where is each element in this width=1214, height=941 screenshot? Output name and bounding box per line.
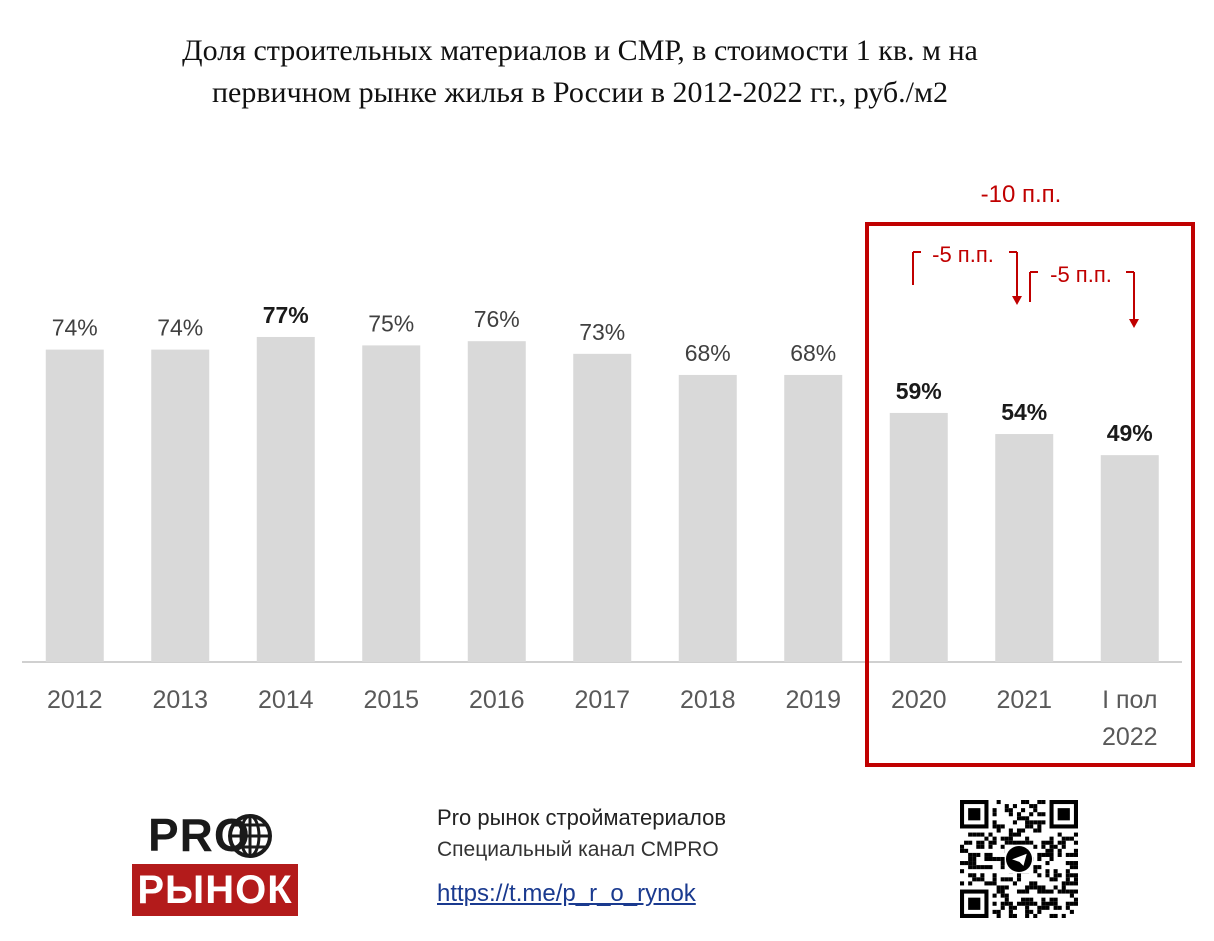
data-label: 74% [157, 315, 203, 341]
bar [678, 374, 737, 662]
bar [151, 349, 210, 662]
x-tick-label: 2015 [363, 686, 419, 714]
data-label: 59% [896, 378, 942, 404]
data-label: 49% [1107, 420, 1153, 446]
x-tick-label: 2012 [47, 686, 103, 714]
data-label: 74% [52, 315, 98, 341]
annotation-total: -10 п.п. [981, 181, 1062, 208]
bar [573, 353, 632, 662]
data-label: 68% [790, 340, 836, 366]
bar [995, 434, 1054, 662]
channel-link[interactable]: https://t.me/p_r_o_rynok [437, 880, 696, 907]
x-tick-label: 2016 [469, 686, 525, 714]
bar-chart: 74% 2012 74% 2013 77% 2014 75% 2015 76% 2016 73% 20… [22, 181, 1195, 767]
bar [256, 336, 315, 662]
data-label: 75% [368, 310, 414, 336]
data-label: 73% [579, 319, 625, 345]
annotation-2020-2021-label: -5 п.п. [932, 242, 994, 267]
bar [362, 345, 421, 662]
pro-rynok-logo: PRO РЫНОК [130, 806, 300, 918]
bar [1100, 455, 1159, 662]
x-tick-label: 2021 [996, 686, 1052, 714]
x-tick-label: 2013 [152, 686, 208, 714]
x-tick-label: I пол [1102, 686, 1157, 714]
bar [889, 412, 948, 662]
x-tick-label: 2019 [785, 686, 841, 714]
chart-title-line2: первичном рынке жилья в России в 2012-20… [212, 76, 948, 109]
qr-code-icon[interactable] [960, 800, 1078, 918]
x-tick-label: 2022 [1102, 723, 1158, 751]
annotation-2021-2022-head [1129, 319, 1139, 328]
x-tick-label: 2017 [574, 686, 630, 714]
bar [45, 349, 104, 662]
data-label: 68% [685, 340, 731, 366]
chart-title-line1: Доля строительных материалов и СМР, в ст… [182, 34, 978, 67]
channel-info: Pro рынок стройматериалов Специальный ка… [437, 802, 726, 908]
data-label: 76% [474, 306, 520, 332]
channel-description: Специальный канал СМPRO [437, 838, 719, 861]
x-tick-label: 2020 [891, 686, 947, 714]
logo-rynok-text: РЫНОК [132, 864, 298, 916]
chart-title: Доля строительных материалов и СМР, в ст… [0, 30, 1160, 114]
data-label: 77% [263, 302, 309, 328]
annotation-2021-2022-label: -5 п.п. [1050, 262, 1112, 287]
bar [784, 374, 843, 662]
data-label: 54% [1001, 399, 1047, 425]
globe-icon [228, 814, 272, 858]
x-tick-label: 2014 [258, 686, 314, 714]
bar [467, 341, 526, 662]
channel-name: Pro рынок стройматериалов [437, 805, 727, 830]
highlight-frame [865, 222, 1195, 767]
annotation-2020-2021-head [1012, 296, 1022, 305]
x-tick-label: 2018 [680, 686, 736, 714]
